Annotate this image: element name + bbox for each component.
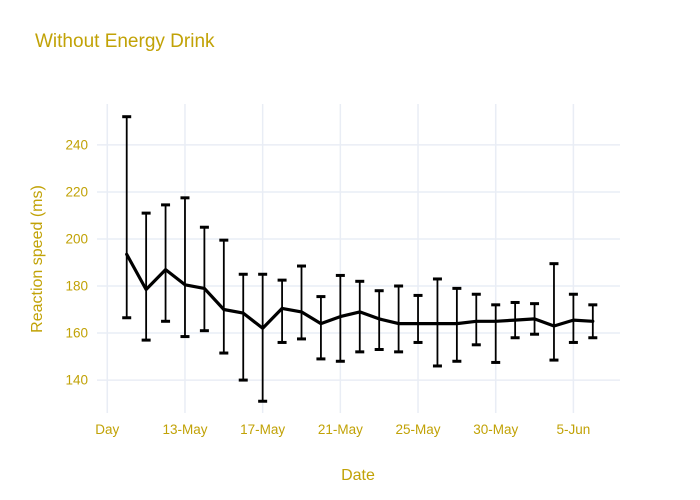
x-axis-title: Date	[341, 467, 375, 484]
chart-title: Without Energy Drink	[35, 31, 215, 52]
x-tick-label: 13-May	[162, 422, 207, 437]
y-tick-label: 160	[65, 326, 88, 341]
y-tick-label: 180	[65, 279, 88, 294]
x-tick-label: 21-May	[318, 422, 363, 437]
x-tick-label: 17-May	[240, 422, 285, 437]
y-tick-label: 200	[65, 231, 88, 246]
y-tick-label: 220	[65, 184, 88, 199]
x-tick-label: 30-May	[473, 422, 518, 437]
x-tick-label: 25-May	[396, 422, 441, 437]
y-tick-label: 140	[65, 373, 88, 388]
y-tick-label: 240	[65, 137, 88, 152]
x-tick-label: Day	[95, 422, 119, 437]
data-line	[125, 252, 595, 330]
x-tick-label: 5-Jun	[556, 422, 590, 437]
